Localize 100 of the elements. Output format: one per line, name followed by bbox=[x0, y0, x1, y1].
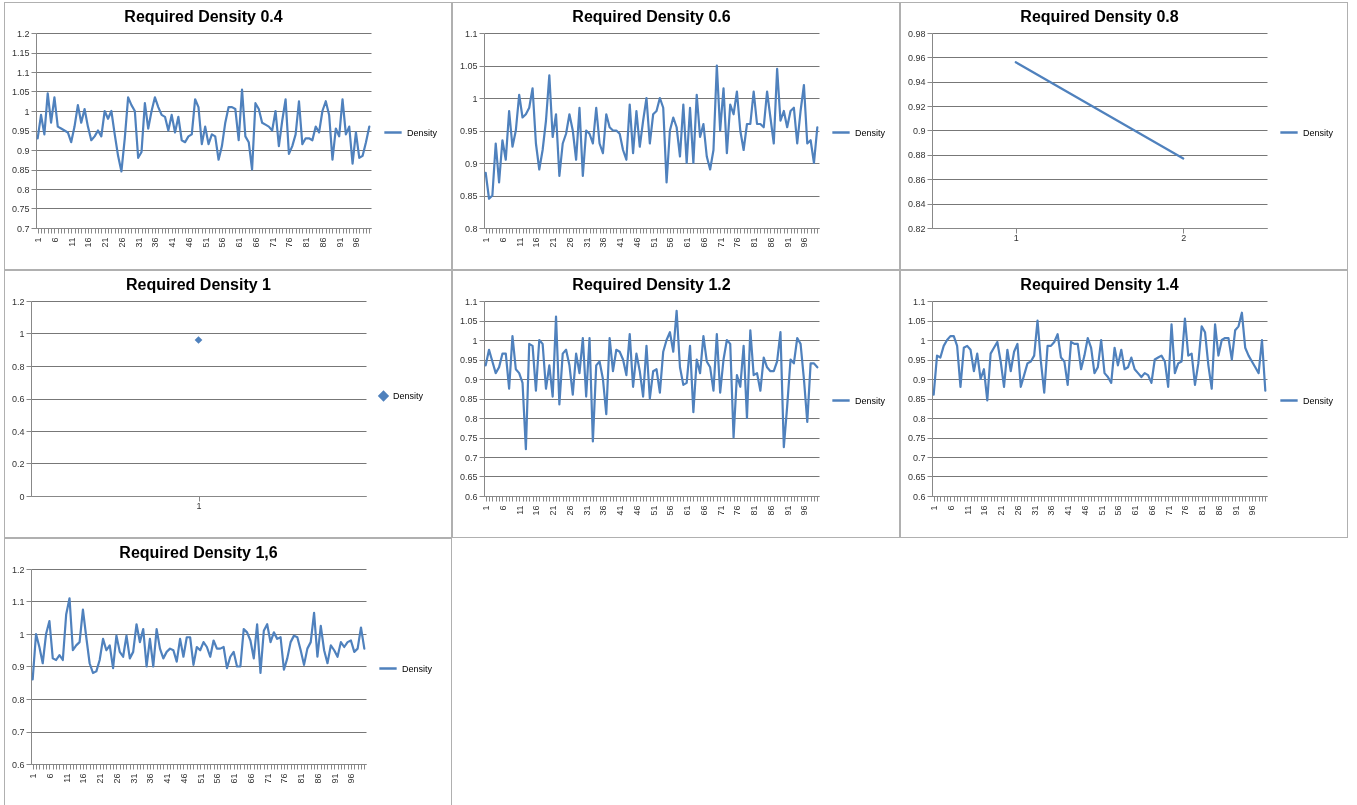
x-tick-label: 16 bbox=[83, 237, 94, 248]
x-tick-label: 86 bbox=[1213, 505, 1224, 516]
x-tick-label: 16 bbox=[979, 505, 990, 516]
y-tick-label: 1 bbox=[24, 106, 30, 117]
x-tick-label: 1 bbox=[481, 237, 492, 243]
y-tick-label: 0.75 bbox=[907, 433, 926, 443]
x-tick-label: 51 bbox=[648, 505, 659, 516]
y-tick-label: 0.6 bbox=[464, 491, 478, 502]
x-tick-label: 16 bbox=[531, 505, 542, 516]
y-tick-label: 0.85 bbox=[459, 394, 478, 404]
y-tick-label: 1.1 bbox=[912, 296, 926, 307]
x-tick-label: 81 bbox=[1197, 505, 1208, 516]
legend-label: Density bbox=[855, 127, 886, 138]
x-tick-label: 86 bbox=[312, 773, 323, 784]
y-tick-label: 0 bbox=[19, 491, 25, 502]
y-tick-label: 1 bbox=[19, 329, 25, 339]
x-tick-label: 1 bbox=[481, 505, 492, 511]
x-tick-label: 6 bbox=[49, 237, 60, 243]
x-tick-label: 71 bbox=[1163, 505, 1174, 516]
x-tick-label: 46 bbox=[183, 237, 194, 248]
x-tick-label: 76 bbox=[732, 237, 743, 248]
chart-title: Required Density 1.2 bbox=[572, 276, 731, 293]
x-tick-label: 31 bbox=[581, 237, 592, 248]
x-tick-label: 96 bbox=[1247, 505, 1258, 516]
x-tick-label: 46 bbox=[1079, 505, 1090, 516]
y-tick-label: 0.9 bbox=[912, 374, 926, 385]
x-tick-label: 41 bbox=[615, 505, 626, 516]
x-tick-label: 6 bbox=[497, 237, 508, 243]
x-tick-label: 26 bbox=[116, 237, 127, 248]
y-tick-label: 0.6 bbox=[11, 759, 25, 770]
y-tick-label: 0.9 bbox=[912, 126, 926, 136]
line-series bbox=[36, 88, 371, 173]
y-tick-label: 0.92 bbox=[907, 101, 926, 112]
x-tick-label: 71 bbox=[262, 773, 273, 784]
y-tick-label: 0.88 bbox=[907, 150, 926, 161]
x-tick-label: 21 bbox=[996, 505, 1007, 516]
x-tick-label: 36 bbox=[150, 237, 161, 248]
x-tick-label: 51 bbox=[1096, 505, 1107, 516]
x-tick-label: 51 bbox=[200, 237, 211, 248]
y-tick-label: 1 bbox=[920, 335, 926, 346]
x-tick-label: 46 bbox=[631, 505, 642, 516]
x-tick-label: 31 bbox=[1029, 505, 1040, 516]
y-tick-label: 1.05 bbox=[459, 316, 478, 326]
x-tick-label: 16 bbox=[531, 237, 542, 248]
chart-title: Required Density 0.4 bbox=[124, 8, 283, 25]
x-tick-label: 66 bbox=[698, 505, 709, 516]
legend-label: Density bbox=[1303, 127, 1334, 138]
x-tick-label: 1 bbox=[28, 773, 39, 779]
x-tick-label: 66 bbox=[245, 773, 256, 784]
x-tick-label: 61 bbox=[682, 237, 693, 248]
y-tick-label: 0.75 bbox=[11, 204, 30, 214]
y-tick-label: 1 bbox=[472, 93, 478, 104]
y-tick-label: 1.1 bbox=[464, 28, 478, 39]
x-tick-label: 56 bbox=[212, 773, 223, 784]
x-tick-label: 81 bbox=[301, 237, 312, 248]
x-tick-label: 36 bbox=[598, 237, 609, 248]
x-tick-label: 6 bbox=[497, 505, 508, 511]
x-tick-label: 26 bbox=[564, 237, 575, 248]
x-tick-label: 11 bbox=[962, 505, 973, 515]
y-tick-label: 1.05 bbox=[459, 61, 478, 71]
x-tick-label: 96 bbox=[346, 773, 357, 784]
x-tick-label: 31 bbox=[128, 773, 139, 784]
y-tick-label: 0.85 bbox=[907, 394, 926, 404]
y-tick-label: 0.6 bbox=[912, 491, 926, 502]
legend-label: Density bbox=[393, 391, 424, 401]
x-tick-label: 96 bbox=[351, 237, 362, 248]
y-tick-label: 0.7 bbox=[11, 727, 25, 737]
x-tick-label: 76 bbox=[284, 237, 295, 248]
chart-title: Required Density 1,6 bbox=[119, 544, 278, 561]
y-tick-label: 0.95 bbox=[459, 355, 478, 365]
y-tick-label: 0.6 bbox=[11, 394, 25, 404]
y-tick-label: 1.2 bbox=[11, 296, 25, 307]
y-tick-label: 0.75 bbox=[459, 433, 478, 443]
x-tick-label: 56 bbox=[1113, 505, 1124, 516]
x-tick-label: 66 bbox=[698, 237, 709, 248]
legend-label: Density bbox=[407, 127, 438, 138]
x-tick-label: 91 bbox=[1230, 505, 1241, 516]
line-series bbox=[932, 311, 1267, 402]
x-tick-label: 31 bbox=[133, 237, 144, 248]
x-tick-label: 36 bbox=[145, 773, 156, 784]
x-tick-label: 21 bbox=[548, 237, 559, 248]
x-tick-label: 56 bbox=[217, 237, 228, 248]
y-tick-label: 0.8 bbox=[11, 361, 25, 372]
y-tick-label: 1.15 bbox=[11, 48, 30, 58]
x-tick-label: 71 bbox=[267, 237, 278, 248]
x-tick-label: 91 bbox=[782, 237, 793, 248]
x-tick-label: 66 bbox=[1146, 505, 1157, 516]
x-tick-label: 51 bbox=[195, 773, 206, 784]
x-tick-label: 66 bbox=[250, 237, 261, 248]
x-tick-label: 11 bbox=[514, 505, 525, 515]
legend-label: Density bbox=[402, 663, 433, 674]
y-tick-label: 0.96 bbox=[907, 52, 926, 63]
x-tick-label: 71 bbox=[715, 505, 726, 516]
y-tick-label: 1 bbox=[472, 335, 478, 346]
y-tick-label: 0.9 bbox=[16, 145, 30, 156]
x-tick-label: 51 bbox=[648, 237, 659, 248]
legend-label: Density bbox=[1303, 395, 1334, 406]
y-tick-label: 0.4 bbox=[11, 426, 25, 437]
x-tick-label: 41 bbox=[162, 773, 173, 784]
line-series bbox=[484, 64, 819, 200]
